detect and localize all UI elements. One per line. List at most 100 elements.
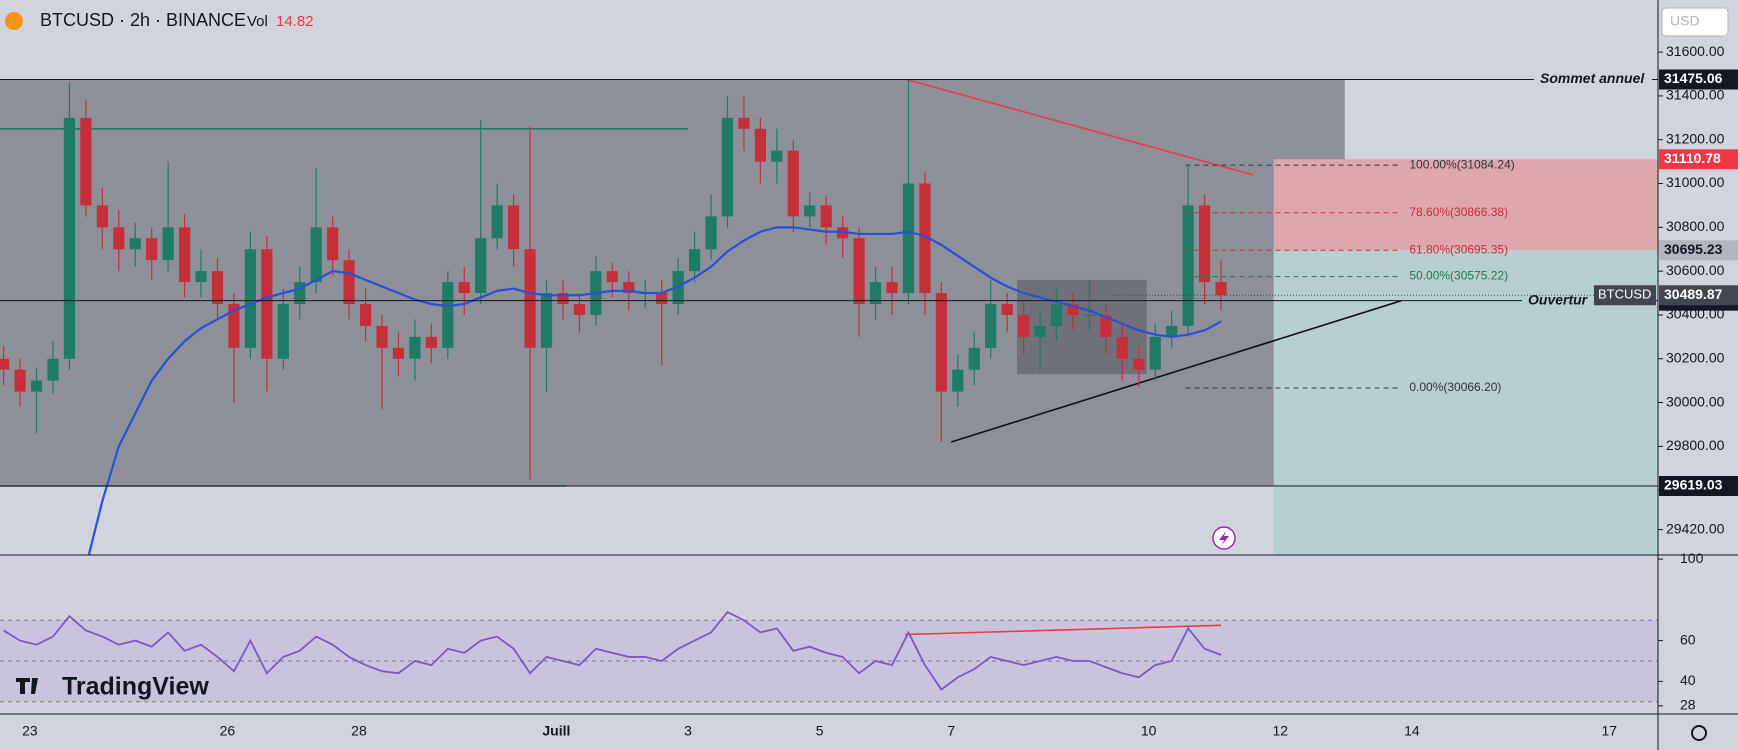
candle-body [30,380,43,392]
candle-body [1198,205,1211,283]
candle-body [606,271,618,283]
rsi-tick-label: 40 [1680,672,1696,688]
x-tick-label: 12 [1272,723,1288,739]
candle-body [738,117,750,129]
candle-body [952,369,964,392]
trendline [950,299,1402,443]
candle-body [985,304,997,348]
candle-body [721,117,734,217]
candle-body [968,347,980,370]
candle-body [409,336,421,359]
candle-body [425,336,437,348]
candle-body [475,238,487,294]
watermark: TradingView [62,673,209,701]
candle-body [162,227,174,261]
candle-body [1215,282,1227,296]
y-tick-label: 31400.00 [1666,87,1725,103]
candle-body [1034,325,1046,337]
candle-body [919,183,931,294]
price-mark-box [1659,69,1738,90]
candle-body [211,271,224,305]
candle-body [129,238,141,250]
x-tick-label: 7 [947,723,955,739]
candle-body [1149,336,1161,370]
candle-body [178,227,191,283]
x-tick-label: 14 [1404,723,1420,739]
candle-body [14,369,26,392]
candle-body [1166,325,1178,337]
candle-body [277,304,289,359]
candle-body [1182,205,1194,326]
candle-body [935,293,947,392]
candle-body [754,128,766,162]
overlay: 29420.0029600.0029800.0030000.0030200.00… [0,43,1738,739]
candle-body [853,238,865,305]
candle-body [804,205,816,217]
candle-body [1018,314,1030,337]
rsi-trendline [905,624,1222,636]
level-label: Sommet annuel [1540,70,1645,86]
candle-body [343,260,355,305]
candle-body [261,249,273,359]
candle-body [1050,304,1063,326]
event-bolt [1219,531,1229,545]
candle-body [1083,314,1096,316]
price-mark: 31475.06 [1664,70,1723,86]
x-tick-label: 10 [1141,723,1157,739]
x-tick-label: 26 [220,723,236,739]
y-tick-label: 29800.00 [1666,437,1725,453]
x-tick-label: 5 [816,723,824,739]
price-mark: 30695.23 [1664,241,1723,257]
price-mark: 29619.03 [1664,477,1723,493]
candle-body [359,304,372,326]
candle-body [771,150,783,162]
candle-body [1133,358,1145,370]
rsi-tick-label: 60 [1680,631,1696,647]
price-mark: 31110.78 [1664,150,1721,166]
level-label: Ouvertur [1528,291,1589,307]
y-tick-label: 30200.00 [1666,349,1725,365]
price-mark-box [1659,285,1738,306]
candle-body [392,347,405,359]
rsi-tick-label: 100 [1680,550,1704,566]
currency-box[interactable] [1661,7,1729,37]
y-tick-label: 29420.00 [1666,520,1725,536]
candle-body [705,216,717,250]
currency[interactable]: USD [1670,13,1700,29]
candle-body [0,358,10,370]
y-tick-label: 31200.00 [1666,130,1725,146]
price-mark: 30489.87 [1664,286,1723,302]
candle-body [1116,336,1128,359]
candle-body [623,282,635,294]
candle-body [688,249,701,272]
trendline [906,78,1253,176]
x-tick-label: 3 [684,723,692,739]
fib-label: 100.00%(31084.24) [1409,157,1514,171]
symbol-title[interactable]: BTCUSD · 2h · BINANCE [40,10,246,30]
candle-body [376,325,388,348]
candle-body [294,282,306,305]
candle-body [540,293,553,348]
rsi-line [3,610,1222,691]
x-tick-label: 23 [22,723,38,739]
candle-body [63,117,76,359]
candle-body [146,238,158,261]
candle-body [557,293,569,305]
candle-body [491,205,503,239]
x-tick-label: 17 [1602,723,1618,739]
candle-body [902,183,915,294]
y-tick-label: 30800.00 [1666,218,1725,234]
candle-body [787,150,799,217]
candle-body [195,271,207,283]
candle-body [1067,304,1079,315]
candle-body [310,227,322,283]
fib-label: 0.00%(30066.20) [1409,380,1501,394]
settings-icon[interactable] [1691,725,1707,741]
logo-mark [16,678,38,694]
candle-body [47,358,59,381]
candle-body [327,227,339,261]
price-mark-box [1659,240,1738,261]
candle-body [442,282,454,348]
candle-body [1100,314,1112,337]
